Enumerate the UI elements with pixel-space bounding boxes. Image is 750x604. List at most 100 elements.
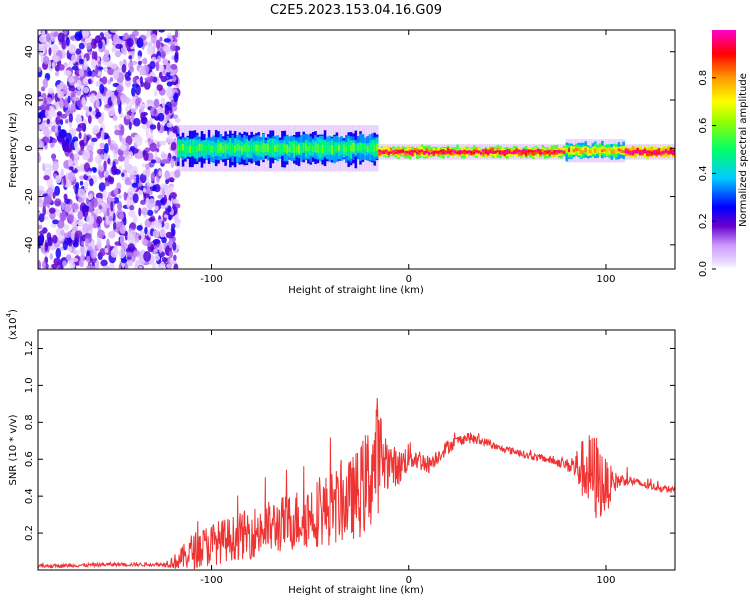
spectrogram-cell	[152, 239, 161, 245]
spectrogram-cell	[224, 143, 227, 153]
spectrogram-cell	[442, 152, 445, 155]
spectrogram-cell	[76, 79, 82, 91]
spectrogram-cell	[164, 109, 170, 115]
spectrogram-cell	[104, 180, 110, 187]
spectrogram-cell	[63, 224, 70, 231]
spectrogram-cell	[111, 46, 116, 53]
spectrogram-cell	[160, 153, 169, 159]
spectrogram-cell	[257, 144, 261, 154]
spectrogram-cell	[145, 131, 151, 138]
spectrogram-cell	[133, 117, 141, 127]
spectrogram-cell	[591, 146, 595, 154]
spectrogram-cell	[304, 143, 308, 151]
spectrogram-cell	[131, 112, 135, 119]
spectrogram-cell	[99, 248, 106, 257]
spectrogram-cell	[67, 214, 74, 224]
spectrogram-cell	[51, 153, 56, 162]
spectrogram-cell	[39, 230, 45, 235]
spectrogram-cell	[164, 257, 168, 263]
spectrogram-cell	[117, 194, 122, 199]
spectrogram-panel: -100 0 100 -40 -20 0 20 40 Height of straight l…	[8, 29, 676, 296]
spectrogram-cell	[146, 209, 154, 216]
spectrogram-cell	[188, 145, 192, 153]
spectrogram-cell	[494, 150, 497, 154]
spectrogram-cell	[159, 36, 163, 42]
spectrogram-cell	[79, 180, 84, 186]
spectrogram-cell	[174, 117, 181, 123]
spectrogram-cell	[60, 168, 64, 177]
spectrogram-cell	[89, 93, 96, 104]
spectrogram-cell	[99, 83, 105, 94]
spectrogram-cell	[38, 195, 42, 204]
spectrogram-cell	[99, 153, 105, 160]
spectrogram-cell	[138, 190, 143, 196]
spectrogram-cell	[165, 62, 172, 73]
spectrogram-cell	[72, 136, 79, 143]
spectrogram-cell	[65, 36, 70, 47]
spectrogram-cell	[107, 157, 111, 165]
spectrogram-cell	[42, 43, 46, 54]
spectrogram-cell	[425, 151, 429, 153]
spectrogram-cell	[152, 185, 156, 192]
spectrogram-cell	[106, 207, 111, 218]
spectrogram-cell	[236, 143, 239, 152]
spectrogram-cell	[165, 101, 172, 112]
spectrogram-cell	[119, 60, 123, 67]
spectrogram-cell	[110, 93, 115, 103]
spectrogram-cell	[113, 143, 119, 154]
spectrogram-cell	[144, 226, 148, 235]
spectrogram-cell	[126, 197, 131, 209]
spectrogram-cell	[129, 222, 137, 230]
spectrogram-cell	[87, 115, 92, 124]
spectrogram-cell	[104, 247, 109, 254]
spectrogram-cell	[553, 149, 556, 153]
spectrogram-cell	[109, 143, 115, 151]
spectrogram-cell	[394, 148, 398, 154]
spectrogram-cell	[406, 150, 410, 154]
spectrogram-cell	[432, 150, 436, 155]
spectrogram-cell	[110, 30, 119, 33]
spectrogram-cell	[89, 178, 94, 187]
spectrogram-cell	[146, 120, 150, 129]
x-tick-label: 0	[406, 575, 412, 586]
spectrogram-cell	[285, 144, 289, 154]
spectrogram-cell	[78, 58, 85, 65]
spectrogram-cell	[529, 150, 533, 153]
colorbar-gradient	[712, 30, 736, 269]
spectrogram-cell	[142, 57, 148, 65]
spectrogram-cell	[427, 152, 431, 155]
spectrogram-cell	[60, 113, 68, 119]
spectrogram-cell	[42, 205, 47, 216]
spectrogram-cell	[179, 145, 182, 151]
spectrogram-cell	[113, 187, 119, 196]
spectrogram-cell	[113, 197, 120, 204]
spectrogram-cell	[72, 96, 80, 102]
spectrogram-cell	[68, 158, 73, 167]
spectrogram-cell	[50, 142, 54, 149]
spectrogram-cell	[155, 39, 161, 50]
spectrogram-cell	[126, 115, 131, 120]
spectrogram-cell	[125, 76, 131, 81]
spectrogram-cell	[382, 151, 386, 154]
spectrogram-cell	[255, 144, 258, 152]
spectrogram-cell	[68, 77, 75, 83]
spectrogram-cell	[153, 108, 157, 115]
spectrogram-cell	[77, 220, 81, 226]
spectrogram-cell	[641, 150, 644, 153]
spectrogram-cell	[119, 144, 127, 152]
snr-scale-close: )	[8, 309, 19, 313]
spectrogram-cell	[634, 149, 637, 153]
spectrogram-cell	[212, 144, 216, 153]
spectrogram-cell	[472, 152, 476, 155]
spectrogram-cell	[132, 147, 139, 154]
spectrogram-cell	[125, 135, 133, 146]
spectrogram-cell	[664, 149, 668, 153]
spectrogram-cell	[129, 204, 135, 211]
spectrogram-cell	[451, 149, 455, 156]
spectrogram-cell	[128, 169, 133, 175]
spectrogram-cell	[87, 70, 93, 77]
spectrogram-cell	[203, 144, 206, 151]
spectrogram-cell	[231, 144, 235, 152]
spectrogram-cell	[131, 182, 138, 188]
spectrogram-cell	[475, 149, 478, 153]
